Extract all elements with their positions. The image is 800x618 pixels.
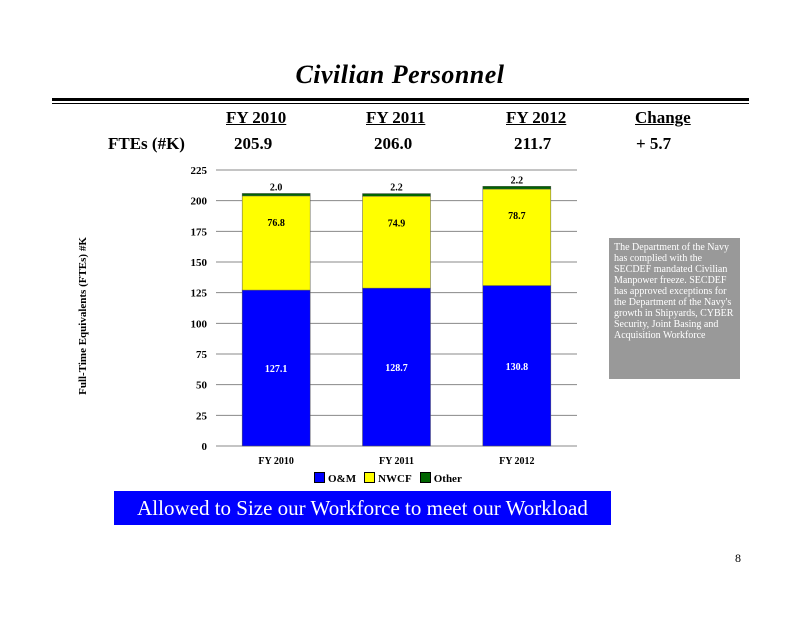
data-label-om: 130.8 — [506, 362, 529, 373]
bar-other — [482, 186, 552, 190]
bar-other — [362, 193, 431, 197]
bar-nwcf — [482, 188, 552, 286]
y-tick-label: 75 — [196, 349, 208, 361]
info-note: The Department of the Navy has complied … — [609, 238, 740, 379]
y-tick-label: 175 — [191, 226, 208, 238]
header-fy2011: FY 2011 — [366, 108, 426, 127]
legend-swatch-other — [419, 472, 431, 483]
legend-label-nwcf: NWCF — [378, 473, 412, 485]
bar-om — [241, 289, 311, 447]
bar-om — [362, 287, 431, 447]
chart-legend: O&M NWCF Other — [314, 472, 462, 485]
legend-item-other: Other — [419, 472, 462, 485]
legend-swatch-om — [314, 472, 325, 483]
y-tick-label: 0 — [202, 441, 208, 453]
y-axis-label: Full-Time Equivalents (FTEs) #K — [77, 237, 89, 395]
y-tick-label: 225 — [191, 165, 208, 177]
bar-nwcf — [241, 195, 311, 291]
page-title: Civilian Personnel — [295, 60, 505, 89]
x-tick-label: FY 2011 — [379, 456, 414, 467]
legend-swatch-nwcf — [364, 472, 376, 483]
y-tick-label: 200 — [191, 196, 208, 208]
bar-om — [482, 285, 552, 447]
title-rule-thin — [52, 103, 749, 104]
bar-other — [241, 193, 311, 197]
page-number: 8 — [735, 551, 741, 565]
ftes-label: FTEs (#K) — [108, 134, 185, 153]
ftes-fy2011: 206.0 — [374, 134, 413, 153]
title-rule-thick — [52, 98, 749, 101]
ftes-fy2010: 205.9 — [234, 134, 273, 153]
y-tick-label: 100 — [191, 318, 208, 330]
x-tick-label: FY 2010 — [258, 456, 293, 467]
y-tick-label: 150 — [191, 257, 208, 269]
legend-item-nwcf: NWCF — [364, 472, 412, 485]
data-label-other: 2.2 — [390, 183, 403, 194]
header-fy2012: FY 2012 — [506, 108, 567, 127]
header-fy2010: FY 2010 — [226, 108, 287, 127]
bar-nwcf — [362, 196, 431, 289]
data-label-om: 128.7 — [385, 363, 408, 374]
ftes-change: + 5.7 — [636, 134, 672, 153]
data-label-om: 127.1 — [265, 364, 288, 375]
legend-label-om: O&M — [328, 473, 357, 485]
data-label-other: 2.0 — [270, 182, 283, 193]
data-label-nwcf: 78.7 — [508, 211, 526, 222]
workload-banner: Allowed to Size our Workforce to meet ou… — [114, 491, 611, 525]
legend-label-other: Other — [433, 473, 462, 485]
data-label-nwcf: 76.8 — [267, 218, 285, 229]
ftes-fy2012: 211.7 — [514, 134, 552, 153]
data-label-other: 2.2 — [511, 175, 524, 186]
y-tick-label: 25 — [196, 410, 208, 422]
x-tick-label: FY 2012 — [499, 456, 534, 467]
legend-item-om: O&M — [314, 472, 356, 485]
y-tick-label: 50 — [196, 380, 208, 392]
data-label-nwcf: 74.9 — [388, 218, 406, 229]
y-tick-label: 125 — [191, 288, 208, 300]
header-change: Change — [635, 108, 691, 127]
